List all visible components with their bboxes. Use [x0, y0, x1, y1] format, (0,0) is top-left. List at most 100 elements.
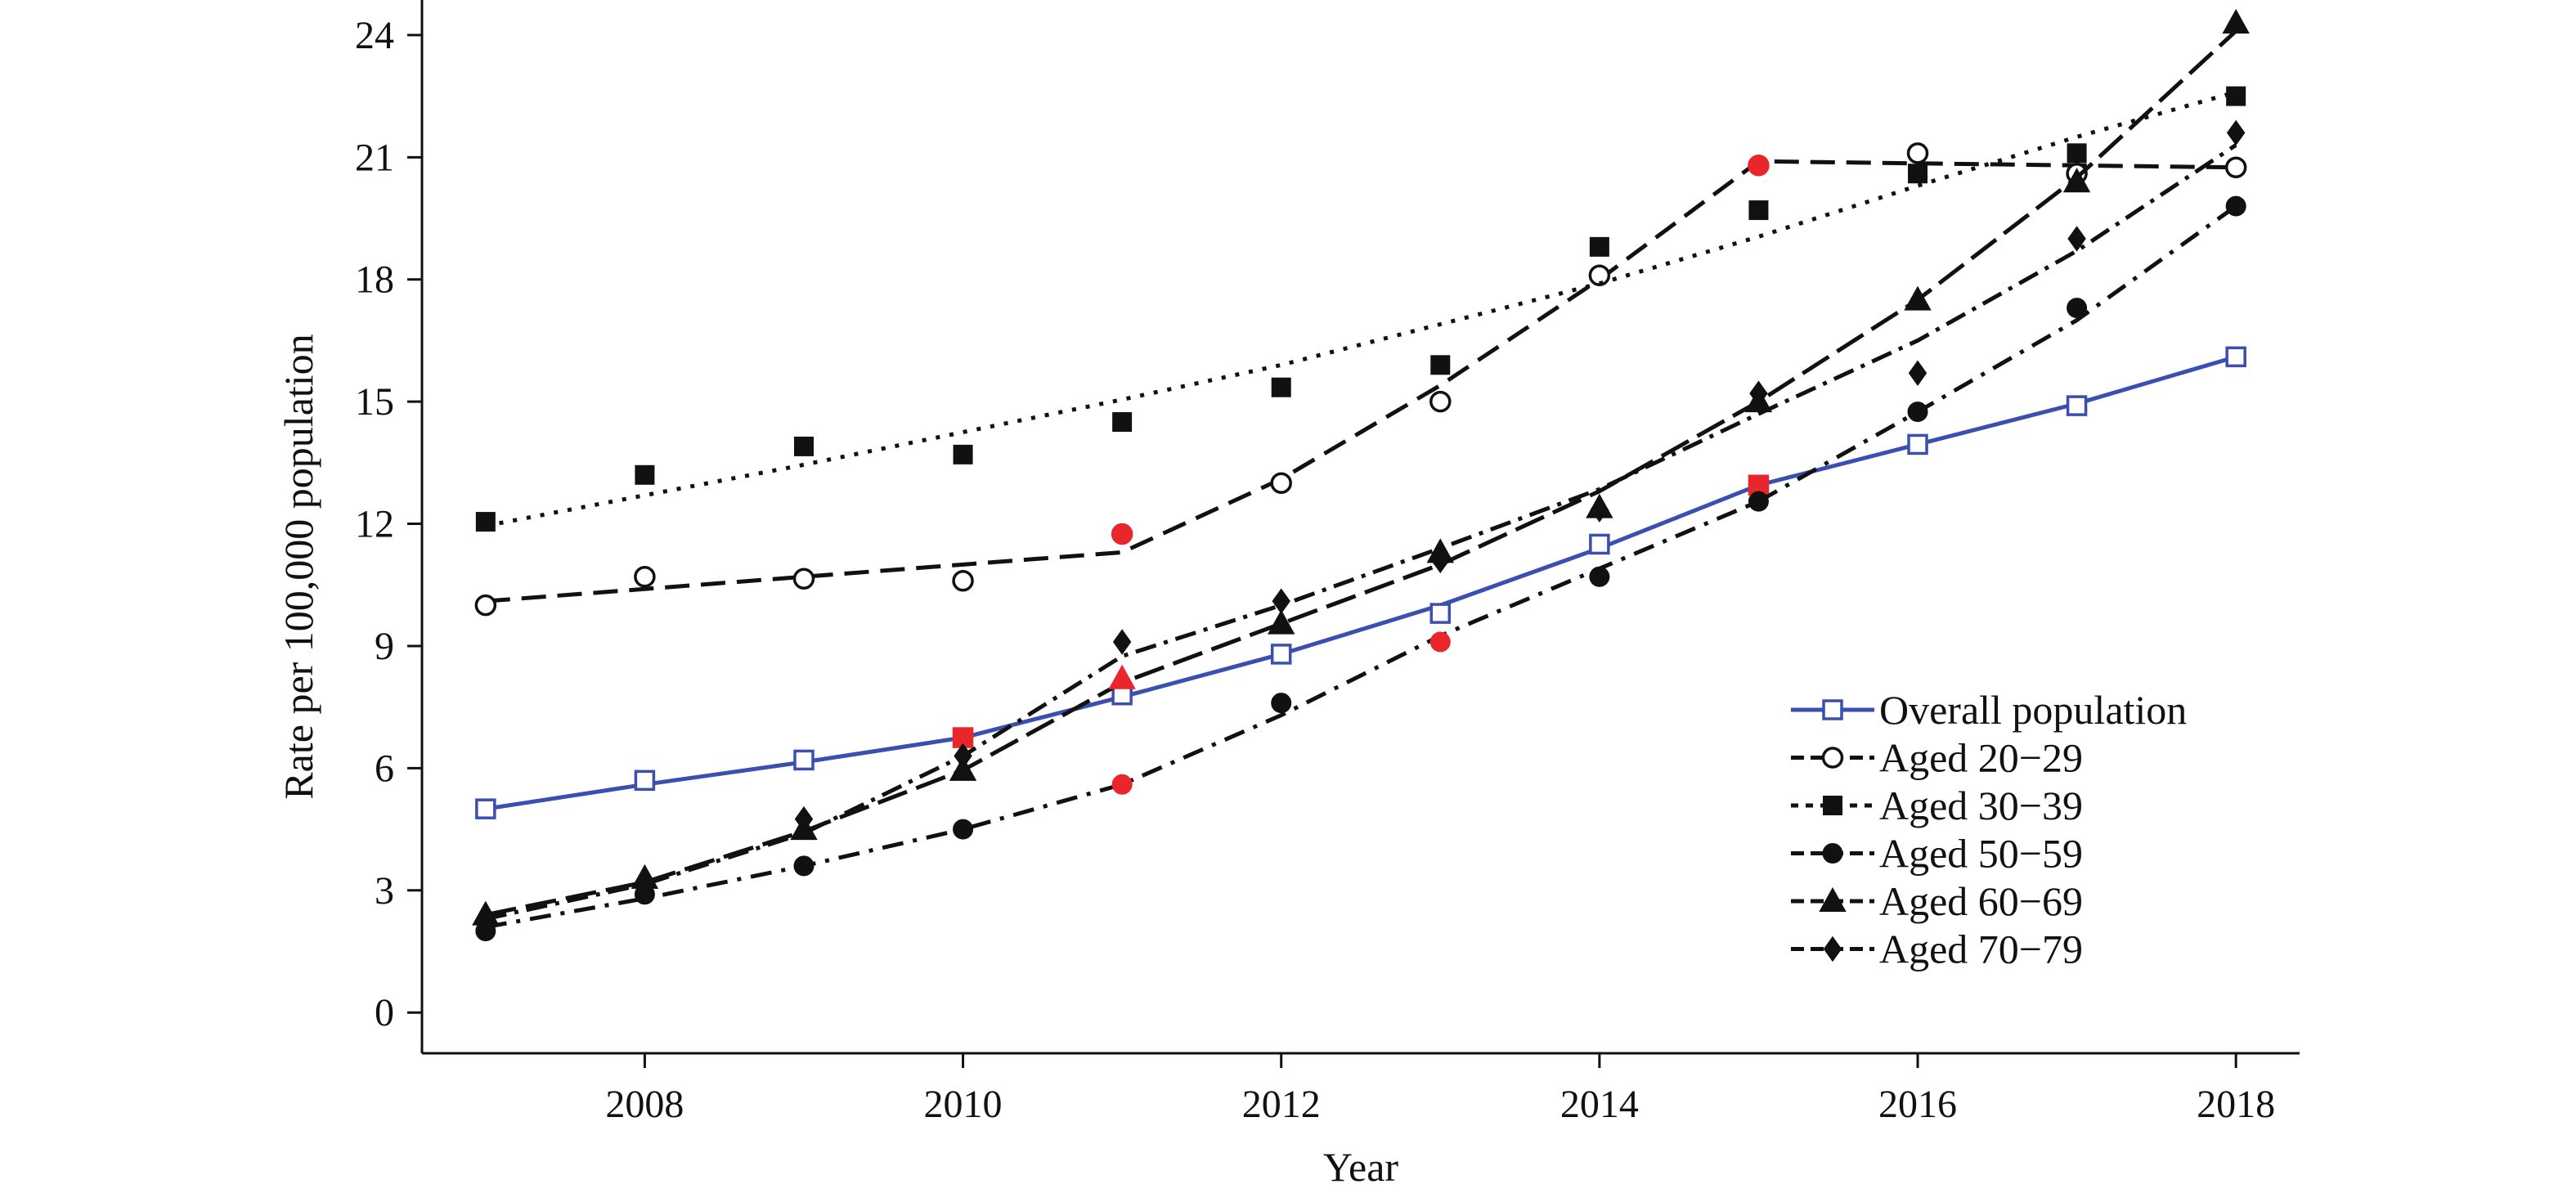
data-point: [2066, 395, 2088, 416]
y-tick-label: 3: [375, 869, 394, 913]
data-point: [793, 749, 815, 771]
data-point: [1430, 355, 1451, 375]
data-point: [1112, 629, 1132, 655]
legend-marker: [1821, 747, 1844, 769]
data-point: [2062, 168, 2091, 193]
x-tick-label: 2010: [924, 1083, 1003, 1126]
data-point: [793, 855, 815, 877]
legend-marker: [1822, 843, 1843, 864]
y-tick-label: 21: [355, 136, 394, 179]
legend-label: Aged 50−59: [1879, 831, 2083, 877]
data-point: [474, 594, 497, 617]
y-tick-label: 12: [355, 503, 394, 546]
data-point: [793, 436, 814, 456]
data-point: [792, 568, 815, 590]
y-tick-label: 0: [375, 991, 394, 1034]
series-line: [485, 159, 2237, 603]
data-point: [1111, 774, 1133, 795]
y-tick-label: 18: [355, 258, 394, 302]
data-point: [1271, 693, 1292, 714]
data-point: [1589, 236, 1609, 257]
data-point: [953, 819, 974, 840]
x-axis: 2008 2010 2012 2014 2016 2018: [422, 1052, 2300, 1126]
series-line: [485, 354, 2237, 811]
legend-marker: [1822, 699, 1843, 720]
data-point: [2224, 156, 2247, 179]
data-point: [1589, 533, 1610, 555]
data-point: [2226, 119, 2246, 146]
data-point: [475, 798, 496, 819]
data-point: [635, 871, 654, 898]
x-tick-label: 2018: [2197, 1083, 2275, 1126]
data-point: [2067, 143, 2087, 164]
data-point: [1748, 155, 1770, 177]
data-point: [1272, 588, 1290, 614]
data-point: [1431, 547, 1450, 574]
legend-marker: [1823, 796, 1842, 815]
data-point: [954, 743, 972, 770]
data-point: [1748, 200, 1769, 221]
series-line: [485, 204, 2237, 930]
x-tick-label: 2016: [1878, 1083, 1957, 1126]
data-point: [1590, 496, 1609, 523]
data-point: [1111, 523, 1133, 545]
data-point: [1588, 264, 1611, 286]
data-point: [1429, 603, 1452, 624]
legend-entry: Aged 60−69: [1791, 878, 2083, 924]
series-line: [485, 143, 2237, 922]
data-point: [1748, 491, 1769, 512]
y-axis-title: Rate per 100,000 population: [276, 334, 321, 799]
legend-entry: Aged 20−29: [1791, 735, 2083, 781]
x-tick-label: 2012: [1242, 1083, 1321, 1126]
data-point: [1429, 631, 1451, 653]
x-tick-label: 2008: [605, 1083, 684, 1126]
series-1: [475, 346, 2246, 819]
y-tick-label: 6: [375, 747, 394, 790]
y-axis: 0 3 6 9 12 15 18 21 24: [355, 0, 424, 1053]
data-point: [1271, 377, 1291, 397]
data-point: [2225, 195, 2246, 217]
data-point: [1112, 412, 1133, 433]
data-point: [635, 464, 655, 485]
y-tick-label: 9: [375, 625, 394, 668]
data-point: [634, 566, 656, 588]
data-point: [2067, 298, 2088, 319]
series-6: [476, 119, 2246, 934]
data-point: [1108, 664, 1136, 689]
data-point: [1907, 402, 1928, 423]
data-point: [949, 756, 977, 781]
data-point: [1908, 164, 1928, 184]
legend-entry: Aged 70−79: [1791, 927, 2083, 972]
data-point: [1429, 390, 1452, 413]
x-tick-label: 2014: [1560, 1083, 1639, 1126]
legend-entry: Aged 30−39: [1791, 783, 2083, 828]
y-tick-label: 15: [355, 380, 394, 424]
series-layer: [472, 8, 2250, 942]
legend-label: Aged 70−79: [1879, 927, 2083, 972]
legend-entry: Aged 50−59: [1791, 831, 2083, 877]
data-point: [1749, 380, 1768, 406]
data-point: [2226, 86, 2246, 106]
series-3: [475, 86, 2246, 532]
data-point: [475, 512, 496, 532]
data-point: [634, 770, 656, 792]
data-point: [794, 805, 814, 832]
data-point: [1908, 360, 1928, 386]
data-point: [1270, 644, 1292, 665]
series-4: [475, 195, 2246, 942]
legend-label: Aged 30−39: [1879, 783, 2083, 828]
legend-marker: [1819, 886, 1847, 912]
legend-label: Aged 60−69: [1879, 878, 2083, 924]
y-tick-label: 24: [355, 14, 394, 57]
data-point: [476, 908, 496, 934]
legend-entry: Overall population: [1791, 687, 2187, 733]
data-point: [1270, 472, 1292, 494]
data-point: [2225, 346, 2246, 368]
x-axis-title: Year: [1323, 1144, 1398, 1190]
data-point: [952, 570, 974, 592]
data-point: [1906, 142, 1929, 164]
data-point: [2067, 226, 2086, 252]
data-point: [1904, 285, 1932, 311]
